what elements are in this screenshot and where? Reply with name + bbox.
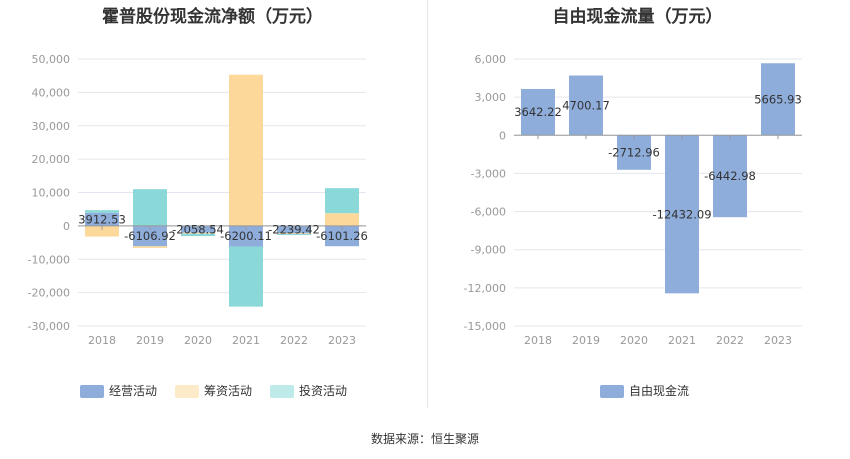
x-tick-label: 2018	[524, 334, 552, 347]
data-label: -6200.11	[220, 229, 272, 243]
left-chart-title: 霍普股份现金流净额（万元）	[102, 7, 323, 27]
y-tick-label: 0	[499, 129, 506, 142]
x-tick-label: 2019	[136, 334, 164, 347]
bar	[713, 135, 747, 218]
data-label: -2239.42	[268, 223, 320, 237]
legend-label: 投资活动	[299, 383, 347, 398]
data-label: -2712.96	[608, 146, 660, 160]
y-tick-label: -3,000	[471, 167, 506, 180]
data-label: 4700.17	[562, 98, 610, 112]
x-tick-label: 2023	[328, 334, 356, 347]
y-tick-label: 10,000	[32, 187, 71, 200]
x-tick-label: 2021	[232, 334, 260, 347]
x-tick-label: 2023	[764, 334, 792, 347]
data-label: -2058.54	[172, 222, 224, 236]
y-tick-label: -10,000	[28, 253, 70, 266]
y-tick-label: -6,000	[471, 206, 506, 219]
bar-segment	[277, 233, 311, 235]
x-tick-label: 2022	[280, 334, 308, 347]
data-label: -6101.26	[316, 229, 368, 243]
bar-segment	[133, 246, 167, 248]
legend-swatch	[175, 385, 200, 398]
data-label: -6442.98	[704, 169, 756, 183]
x-tick-label: 2022	[716, 334, 744, 347]
right-chart-title: 自由现金流量（万元）	[552, 7, 723, 27]
y-tick-label: 6,000	[475, 53, 507, 66]
y-tick-label: -30,000	[28, 320, 70, 333]
bar-segment	[181, 233, 215, 237]
bar	[761, 63, 795, 136]
x-tick-label: 2021	[668, 334, 696, 347]
bar-segment	[85, 225, 119, 237]
x-tick-label: 2020	[184, 334, 212, 347]
bar-segment	[229, 246, 263, 307]
bar-segment	[325, 225, 359, 247]
y-tick-label: -20,000	[28, 287, 70, 300]
data-source-note: 数据来源：恒生聚源	[370, 432, 479, 446]
bar-segment	[85, 210, 119, 213]
bar-segment	[277, 234, 311, 236]
bar-segment	[133, 189, 167, 226]
legend-label: 经营活动	[109, 384, 157, 398]
y-tick-label: 3,000	[475, 91, 507, 104]
data-label: -6106.92	[124, 229, 176, 243]
legend-swatch	[270, 385, 295, 398]
x-tick-label: 2019	[572, 334, 600, 347]
bar-segment	[229, 74, 263, 226]
data-label: 3642.22	[514, 105, 562, 119]
chart-divider	[427, 0, 428, 408]
y-tick-label: 50,000	[32, 53, 71, 66]
bar	[617, 135, 651, 170]
bar-segment	[181, 232, 215, 234]
y-tick-label: 40,000	[32, 86, 71, 99]
y-tick-label: -15,000	[464, 320, 506, 333]
bar	[665, 135, 699, 294]
bar-segment	[325, 188, 359, 214]
bar-segment	[229, 225, 263, 247]
bar-segment	[133, 225, 167, 247]
legend-swatch	[600, 385, 624, 398]
y-tick-label: 30,000	[32, 120, 71, 133]
data-label: -12432.09	[652, 207, 711, 221]
data-label: 3912.53	[78, 212, 126, 226]
bar	[569, 75, 603, 136]
y-tick-label: -9,000	[471, 244, 506, 257]
y-tick-label: 20,000	[32, 153, 71, 166]
bar-segment	[325, 213, 359, 226]
bar	[521, 88, 555, 136]
y-tick-label: -12,000	[464, 282, 506, 295]
y-tick-label: 0	[63, 220, 70, 233]
x-tick-label: 2020	[620, 334, 648, 347]
bar-segment	[85, 212, 119, 226]
legend-label: 筹资活动	[204, 384, 252, 398]
data-label: 5665.93	[754, 92, 802, 106]
legend-swatch	[80, 385, 104, 398]
x-tick-label: 2018	[88, 334, 116, 347]
legend-label: 自由现金流	[629, 383, 689, 398]
